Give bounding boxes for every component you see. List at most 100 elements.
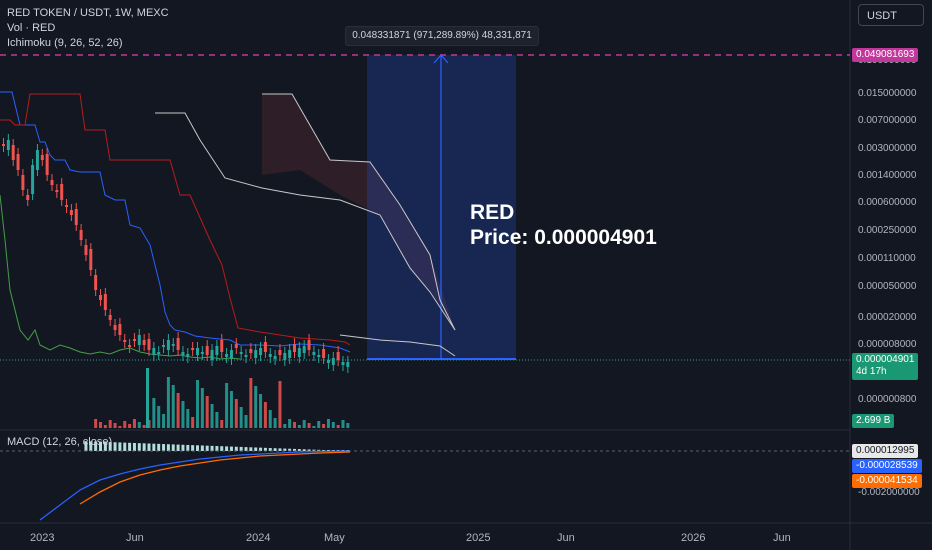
macd-histogram-bar — [94, 441, 98, 451]
volume-bar — [302, 420, 306, 428]
candle — [293, 344, 296, 352]
price-axis-label: 0.015000000 — [858, 88, 917, 99]
volume-bar — [132, 419, 136, 428]
candle — [2, 144, 5, 146]
volume-bar — [341, 420, 345, 428]
candle — [137, 335, 141, 345]
price-axis-label: 0.000600000 — [858, 197, 917, 208]
volume-bar — [229, 391, 233, 428]
volume-bar — [157, 406, 161, 428]
ichimoku-legend[interactable]: Ichimoku (9, 26, 52, 26) — [7, 37, 123, 49]
symbol-title[interactable]: RED TOKEN / USDT, 1W, MEXC — [7, 7, 169, 19]
candle — [94, 275, 98, 290]
volume-bar — [123, 421, 127, 428]
candle — [297, 348, 301, 357]
candle — [123, 340, 127, 342]
price-annotation[interactable]: RED Price: 0.000004901 — [470, 200, 657, 250]
candle — [171, 344, 175, 346]
ichimoku-leading-span-a — [155, 112, 456, 331]
volume-bar — [128, 424, 132, 428]
candle — [157, 352, 161, 354]
candle — [186, 354, 190, 357]
candle — [128, 345, 132, 347]
macd-histogram-bar — [302, 449, 306, 451]
candle — [166, 340, 170, 350]
volume-bar — [191, 417, 195, 428]
price-axis-label: 0.000250000 — [858, 225, 917, 236]
macd-histogram-bar — [205, 445, 209, 451]
currency-button[interactable]: USDT — [858, 4, 924, 26]
bar-countdown: 4d 17h — [856, 366, 887, 377]
time-axis-label: May — [324, 532, 345, 544]
target-price-tag: 0.049081693 — [852, 48, 919, 62]
macd-histogram-bar — [229, 446, 233, 451]
volume-bar — [312, 426, 316, 428]
volume-bar — [108, 420, 112, 428]
volume-bar — [166, 377, 170, 428]
macd-histogram-bar — [176, 444, 180, 451]
volume-bar — [254, 386, 258, 428]
volume-bar — [137, 422, 141, 428]
candle — [283, 353, 287, 360]
price-axis-label: 0.000020000 — [858, 312, 917, 323]
candle — [176, 338, 180, 350]
signal-line — [79, 451, 351, 505]
volume-bar — [205, 396, 209, 428]
macd-legend[interactable]: MACD (12, 26, close) — [7, 436, 113, 448]
macd-histogram-bar — [322, 450, 326, 451]
macd-histogram-bar — [152, 443, 156, 451]
volume-bar — [244, 415, 248, 428]
candle — [196, 348, 199, 355]
macd-histogram-bar — [162, 444, 166, 451]
candle — [263, 342, 267, 352]
candle — [322, 349, 326, 358]
volume-bar — [297, 425, 301, 428]
price-axis-label: 0.000008000 — [858, 339, 917, 350]
volume-bar — [196, 380, 199, 428]
volume-bar — [146, 368, 149, 428]
chart-legend: RED TOKEN / USDT, 1W, MEXC Vol · RED Ich… — [7, 6, 169, 51]
volume-bar — [152, 398, 156, 428]
time-axis-label: 2024 — [246, 532, 271, 544]
price-axis-label: 0.000050000 — [858, 281, 917, 292]
macd-histogram-bar — [132, 442, 136, 451]
macd-histogram-bar — [254, 447, 258, 451]
candle — [205, 346, 209, 355]
candle — [55, 190, 59, 192]
macd-histogram-bar — [273, 448, 277, 451]
macd-histogram-bar — [103, 441, 107, 451]
candlesticks — [2, 134, 350, 373]
macd-histogram-bar — [186, 444, 190, 451]
volume-bar — [331, 422, 335, 428]
annotation-title: RED — [470, 201, 515, 224]
candle — [326, 360, 330, 363]
volume-legend[interactable]: Vol · RED — [7, 22, 56, 34]
macd-histogram-bar — [108, 442, 112, 451]
volume-bar — [142, 425, 146, 428]
volume-bar — [162, 414, 166, 428]
candle — [162, 345, 166, 347]
macd-histogram-bar — [239, 446, 243, 451]
volume-bar — [99, 422, 102, 428]
volume-bars — [94, 368, 350, 428]
candle — [118, 324, 122, 335]
candle — [181, 352, 185, 355]
volume-bar — [186, 409, 190, 428]
candle — [50, 180, 54, 185]
candle — [331, 358, 335, 365]
candle — [346, 362, 350, 367]
candle — [108, 315, 112, 320]
volume-tag: 2.699 B — [852, 414, 895, 428]
time-axis-label: 2025 — [466, 532, 491, 544]
macd-histogram-bar — [283, 448, 287, 451]
candle — [40, 155, 44, 160]
candle — [113, 325, 117, 330]
candle — [69, 210, 73, 215]
candle — [21, 175, 25, 190]
macd-histogram-bar — [278, 448, 282, 451]
macd-histogram-bar — [288, 448, 292, 451]
volume-bar — [268, 410, 272, 428]
candle — [341, 362, 345, 365]
macd-histogram-bar — [317, 449, 321, 451]
